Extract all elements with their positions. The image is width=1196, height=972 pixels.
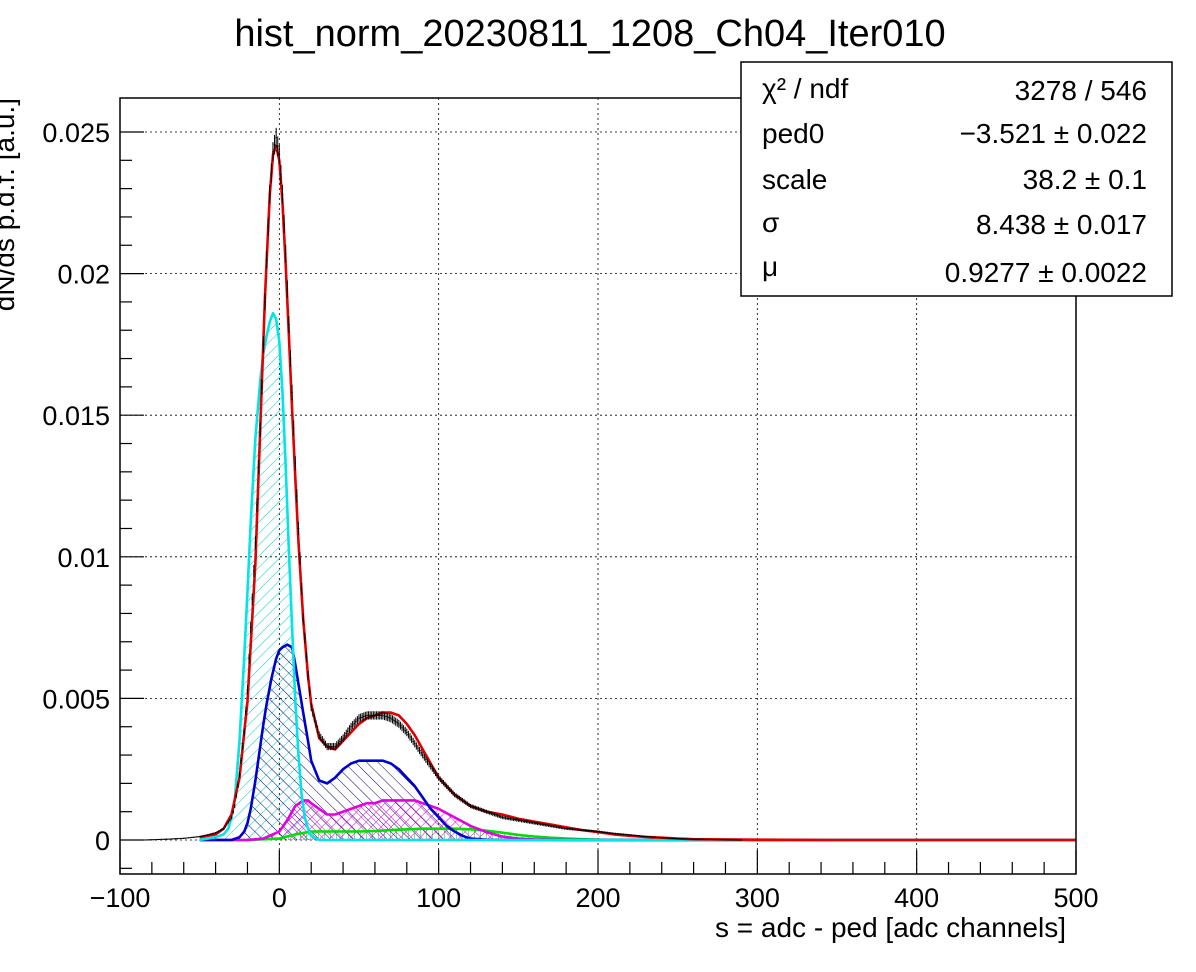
stats-value-scale: 38.2 ± 0.1 [1023, 164, 1147, 195]
x-tick-label: −100 [90, 883, 151, 913]
stats-value-chi2: 3278 / 546 [1015, 75, 1147, 106]
y-tick-label: 0.005 [42, 684, 110, 714]
x-tick-label: 200 [575, 883, 620, 913]
x-tick-label: 300 [735, 883, 780, 913]
component-fills [199, 313, 1076, 840]
line-pedestal [199, 311, 1076, 842]
plot-area [119, 97, 1077, 875]
axis-ticks [119, 131, 1077, 874]
y-tick-label: 0.02 [57, 260, 110, 290]
fill-pedestal [199, 313, 1076, 840]
stats-label-mu: μ [762, 251, 778, 282]
x-tick-label: 400 [894, 883, 939, 913]
x-axis-label: s = adc - ped [adc channels] [715, 912, 1066, 943]
chart-title: hist_norm_20230811_1208_Ch04_Iter010 [234, 13, 945, 55]
y-tick-labels: 0 0.005 0.01 0.015 0.02 0.025 [42, 118, 110, 856]
data-points [143, 127, 743, 841]
fill-pe3 [199, 828, 1076, 840]
y-tick-label: 0 [95, 826, 110, 856]
stats-label-chi2: χ² / ndf [762, 73, 849, 104]
y-axis-label: dN/ds p.d.f. [a.u.] [0, 98, 20, 311]
stats-value-sigma: 8.438 ± 0.017 [976, 209, 1147, 240]
fit-stats-box: χ² / ndf 3278 / 546 ped0 −3.521 ± 0.022 … [740, 61, 1173, 297]
stats-label-scale: scale [762, 164, 827, 195]
y-tick-label: 0.025 [42, 118, 110, 148]
stats-value-ped0: −3.521 ± 0.022 [960, 118, 1147, 149]
stats-value-mu: 0.9277 ± 0.0022 [945, 257, 1147, 288]
y-tick-label: 0.015 [42, 401, 110, 431]
x-tick-label: 100 [416, 883, 461, 913]
x-tick-labels: −100 0 100 200 300 400 500 [90, 883, 1099, 913]
stats-box-frame [740, 61, 1173, 297]
x-tick-label: 500 [1053, 883, 1098, 913]
fill-pe1 [199, 644, 1076, 840]
stats-label-ped0: ped0 [762, 118, 824, 149]
y-tick-label: 0.01 [57, 543, 110, 573]
x-tick-label: 0 [272, 883, 287, 913]
stats-label-sigma: σ [762, 207, 779, 238]
line-pe1 [199, 643, 1076, 842]
